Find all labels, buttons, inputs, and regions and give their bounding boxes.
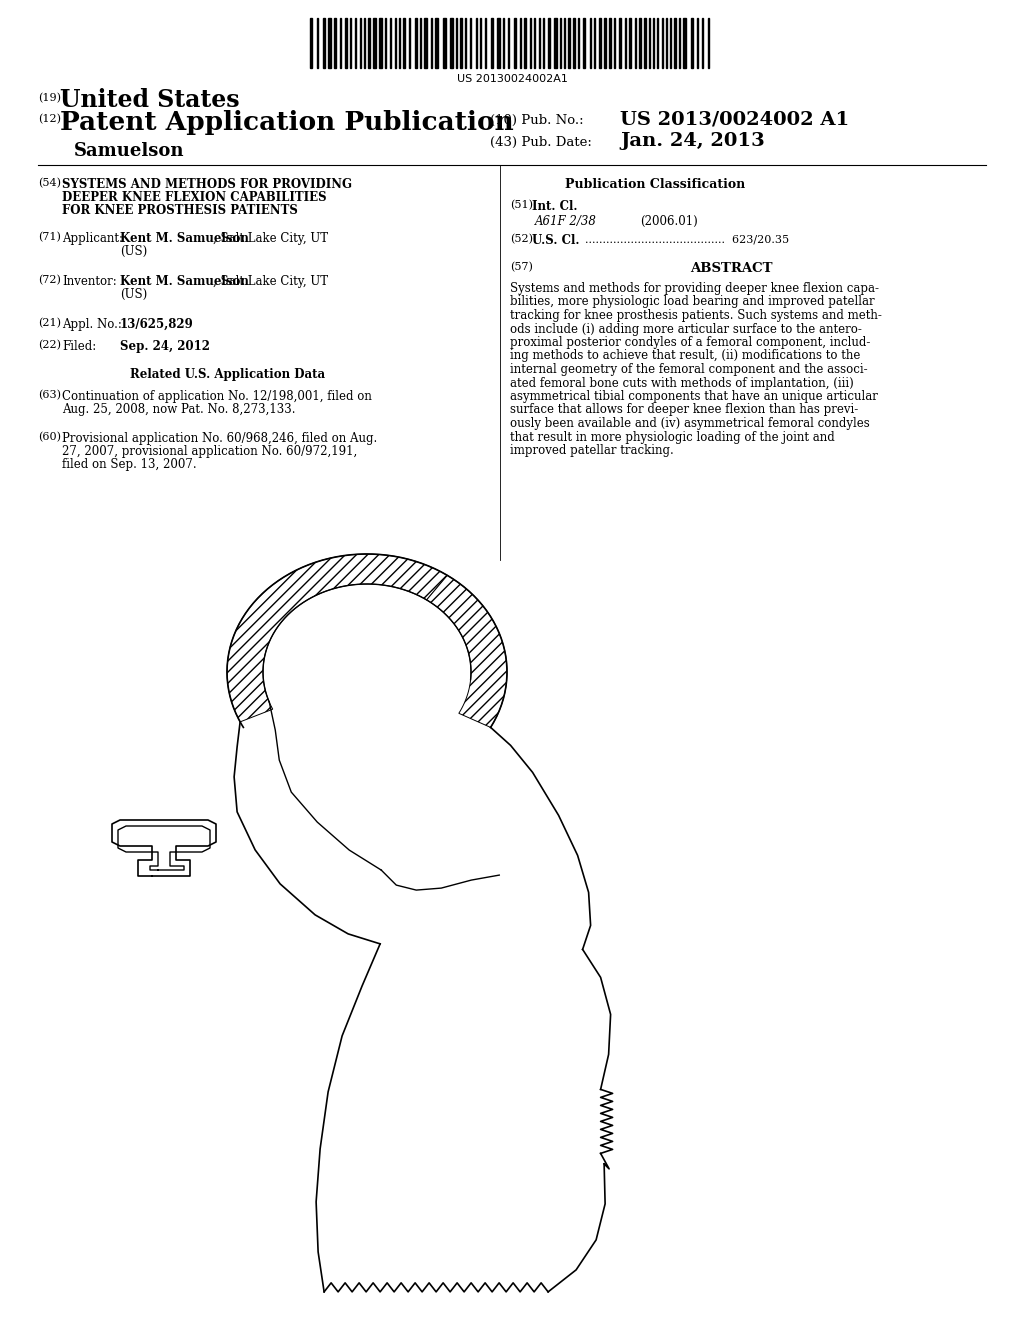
Bar: [674, 18, 676, 69]
Text: ods include (i) adding more articular surface to the antero-: ods include (i) adding more articular su…: [510, 322, 862, 335]
Text: proximal posterior condyles of a femoral component, includ-: proximal posterior condyles of a femoral…: [510, 337, 870, 348]
Text: improved patellar tracking.: improved patellar tracking.: [510, 444, 674, 457]
Text: (21): (21): [38, 318, 61, 329]
Text: (10) Pub. No.:: (10) Pub. No.:: [490, 114, 584, 127]
Text: ated femoral bone cuts with methods of implantation, (iii): ated femoral bone cuts with methods of i…: [510, 376, 854, 389]
Text: US 20130024002A1: US 20130024002A1: [457, 74, 567, 84]
Text: DEEPER KNEE FLEXION CAPABILITIES: DEEPER KNEE FLEXION CAPABILITIES: [62, 191, 327, 205]
Text: ing methods to achieve that result, (ii) modifications to the: ing methods to achieve that result, (ii)…: [510, 350, 860, 363]
Text: (52): (52): [510, 234, 534, 244]
Text: Aug. 25, 2008, now Pat. No. 8,273,133.: Aug. 25, 2008, now Pat. No. 8,273,133.: [62, 403, 296, 416]
Text: Sep. 24, 2012: Sep. 24, 2012: [120, 341, 210, 352]
Text: (54): (54): [38, 178, 61, 189]
Text: Kent M. Samuelson: Kent M. Samuelson: [120, 275, 249, 288]
Text: surface that allows for deeper knee flexion than has previ-: surface that allows for deeper knee flex…: [510, 404, 858, 417]
Text: Systems and methods for providing deeper knee flexion capa-: Systems and methods for providing deeper…: [510, 282, 879, 294]
Text: filed on Sep. 13, 2007.: filed on Sep. 13, 2007.: [62, 458, 197, 471]
Polygon shape: [427, 576, 507, 727]
Text: Kent M. Samuelson: Kent M. Samuelson: [120, 232, 249, 246]
Text: (63): (63): [38, 389, 61, 400]
Bar: [345, 18, 347, 69]
Bar: [524, 18, 526, 69]
Text: Int. Cl.: Int. Cl.: [532, 201, 578, 213]
Polygon shape: [227, 554, 447, 722]
Text: Continuation of application No. 12/198,001, filed on: Continuation of application No. 12/198,0…: [62, 389, 372, 403]
Text: A61F 2/38: A61F 2/38: [535, 215, 597, 228]
Text: ously been available and (iv) asymmetrical femoral condyles: ously been available and (iv) asymmetric…: [510, 417, 869, 430]
Text: ABSTRACT: ABSTRACT: [690, 261, 772, 275]
Bar: [373, 18, 376, 69]
Text: tracking for knee prosthesis patients. Such systems and meth-: tracking for knee prosthesis patients. S…: [510, 309, 882, 322]
Bar: [629, 18, 631, 69]
Text: (19): (19): [38, 92, 61, 103]
Text: internal geometry of the femoral component and the associ-: internal geometry of the femoral compone…: [510, 363, 867, 376]
Text: , Salt Lake City, UT: , Salt Lake City, UT: [213, 232, 328, 246]
Bar: [618, 18, 621, 69]
Text: (60): (60): [38, 432, 61, 442]
Bar: [583, 18, 585, 69]
Text: 13/625,829: 13/625,829: [120, 318, 194, 331]
Text: asymmetrical tibial components that have an unique articular: asymmetrical tibial components that have…: [510, 389, 878, 403]
Bar: [573, 18, 575, 69]
Bar: [599, 18, 601, 69]
Text: ........................................  623/20.35: ........................................…: [585, 234, 790, 244]
Text: US 2013/0024002 A1: US 2013/0024002 A1: [620, 110, 849, 128]
Text: that result in more physiologic loading of the joint and: that result in more physiologic loading …: [510, 430, 835, 444]
Bar: [443, 18, 446, 69]
Text: (22): (22): [38, 341, 61, 350]
Text: (57): (57): [510, 261, 532, 272]
Text: FOR KNEE PROSTHESIS PATIENTS: FOR KNEE PROSTHESIS PATIENTS: [62, 205, 298, 216]
Text: Jan. 24, 2013: Jan. 24, 2013: [620, 132, 765, 150]
Text: (12): (12): [38, 114, 61, 124]
Text: Applicant:: Applicant:: [62, 232, 123, 246]
Bar: [424, 18, 427, 69]
Text: U.S. Cl.: U.S. Cl.: [532, 234, 580, 247]
Bar: [310, 18, 312, 69]
Text: Appl. No.:: Appl. No.:: [62, 318, 122, 331]
Bar: [639, 18, 641, 69]
Bar: [683, 18, 686, 69]
Text: Inventor:: Inventor:: [62, 275, 117, 288]
Text: Samuelson: Samuelson: [74, 143, 184, 160]
Text: (2006.01): (2006.01): [640, 215, 697, 228]
Bar: [334, 18, 336, 69]
Text: , Salt Lake City, UT: , Salt Lake City, UT: [213, 275, 328, 288]
Bar: [548, 18, 550, 69]
Bar: [323, 18, 325, 69]
Text: (US): (US): [120, 288, 147, 301]
Bar: [691, 18, 693, 69]
Text: Patent Application Publication: Patent Application Publication: [60, 110, 514, 135]
Bar: [604, 18, 606, 69]
Text: (72): (72): [38, 275, 60, 285]
Bar: [379, 18, 382, 69]
Text: SYSTEMS AND METHODS FOR PROVIDING: SYSTEMS AND METHODS FOR PROVIDING: [62, 178, 352, 191]
Bar: [490, 18, 493, 69]
Bar: [450, 18, 453, 69]
Text: (43) Pub. Date:: (43) Pub. Date:: [490, 136, 592, 149]
Text: bilities, more physiologic load bearing and improved patellar: bilities, more physiologic load bearing …: [510, 296, 874, 309]
Bar: [568, 18, 570, 69]
Text: Filed:: Filed:: [62, 341, 96, 352]
Text: (71): (71): [38, 232, 60, 243]
Bar: [403, 18, 406, 69]
Text: (51): (51): [510, 201, 534, 210]
Bar: [609, 18, 611, 69]
Bar: [435, 18, 438, 69]
Text: United States: United States: [60, 88, 240, 112]
Bar: [415, 18, 417, 69]
Bar: [644, 18, 646, 69]
Text: (US): (US): [120, 246, 147, 257]
Bar: [368, 18, 370, 69]
Bar: [328, 18, 331, 69]
Bar: [554, 18, 557, 69]
Text: 27, 2007, provisional application No. 60/972,191,: 27, 2007, provisional application No. 60…: [62, 445, 357, 458]
Text: Provisional application No. 60/968,246, filed on Aug.: Provisional application No. 60/968,246, …: [62, 432, 377, 445]
Text: Related U.S. Application Data: Related U.S. Application Data: [130, 368, 326, 381]
Bar: [497, 18, 500, 69]
Bar: [514, 18, 516, 69]
Text: Publication Classification: Publication Classification: [565, 178, 745, 191]
Bar: [460, 18, 462, 69]
